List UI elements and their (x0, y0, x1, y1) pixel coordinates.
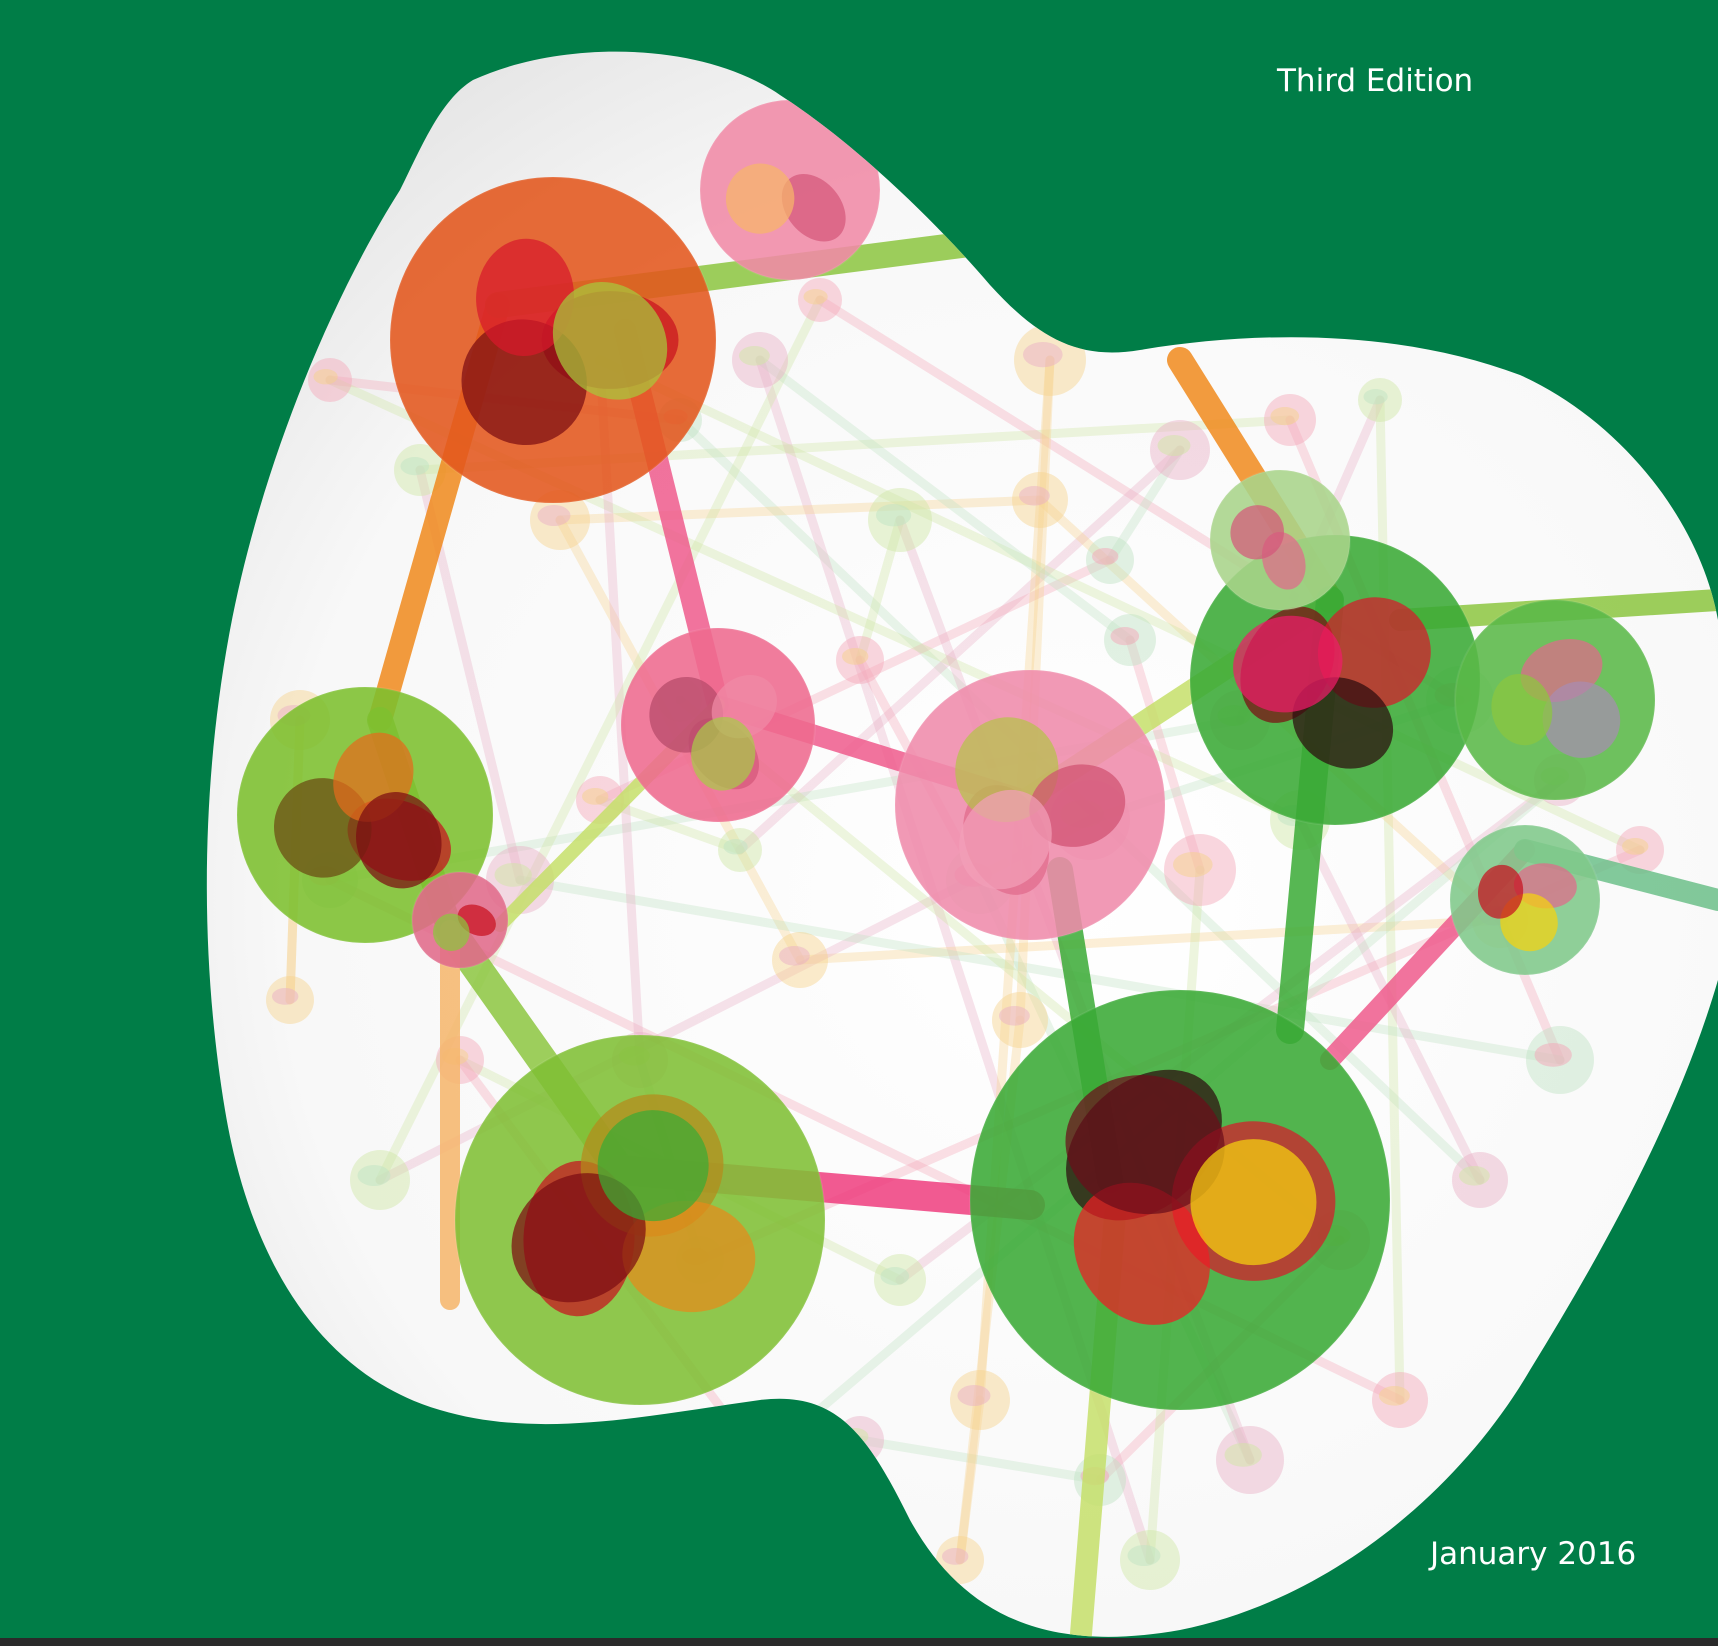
edition-label: Third Edition (1277, 63, 1474, 99)
publication-date: January 2016 (1430, 1536, 1637, 1572)
bottom-rule (0, 1638, 1718, 1646)
